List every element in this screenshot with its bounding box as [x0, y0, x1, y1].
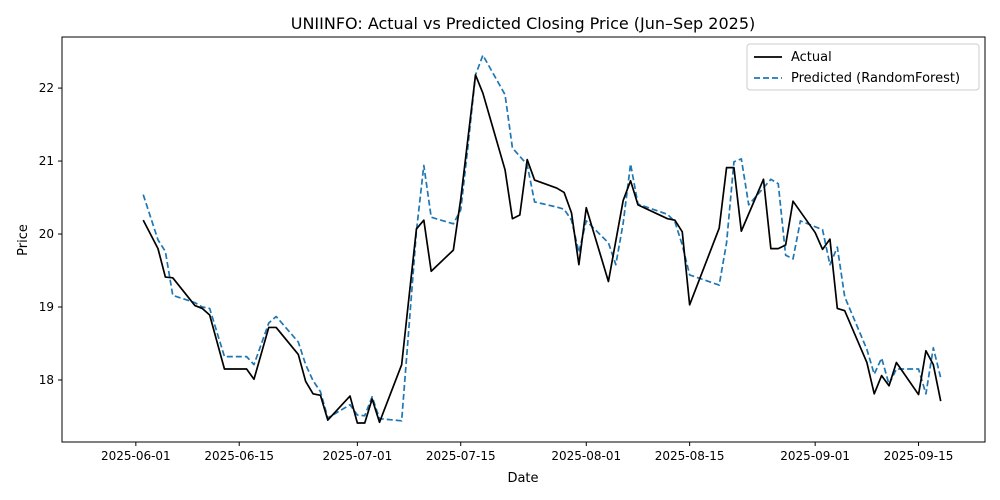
x-tick-label: 2025-06-15 [204, 449, 274, 463]
legend-label-predicted: Predicted (RandomForest) [791, 71, 960, 86]
y-tick-label: 20 [39, 227, 54, 241]
x-tick-label: 2025-07-15 [426, 449, 496, 463]
legend-frame [746, 43, 980, 91]
series-line-actual [142, 74, 942, 424]
series-line-predicted [142, 54, 942, 422]
y-tick-label: 21 [39, 154, 54, 168]
x-axis: 2025-06-01 2025-06-15 2025-07-01 2025-07-15… [101, 442, 953, 463]
chart-title: UNIINFO: Actual vs Predicted Closing Pri… [291, 14, 756, 33]
legend: Actual Predicted (RandomForest) [746, 43, 980, 91]
x-tick-label: 2025-08-01 [551, 449, 621, 463]
x-tick-label: 2025-08-15 [655, 449, 725, 463]
y-tick-label: 18 [39, 373, 54, 387]
x-tick-label: 2025-07-01 [322, 449, 392, 463]
y-axis-label: Price [16, 224, 31, 256]
x-tick-label: 2025-06-01 [101, 449, 171, 463]
plot-area [142, 54, 942, 424]
y-tick-label: 22 [39, 81, 54, 95]
y-axis: 18 19 20 21 22 [39, 81, 62, 387]
axes-frame [61, 36, 986, 443]
legend-label-actual: Actual [791, 50, 832, 65]
x-tick-label: 2025-09-15 [884, 449, 954, 463]
x-tick-label: 2025-09-01 [780, 449, 850, 463]
y-tick-label: 19 [39, 300, 54, 314]
x-axis-label: Date [507, 471, 538, 486]
